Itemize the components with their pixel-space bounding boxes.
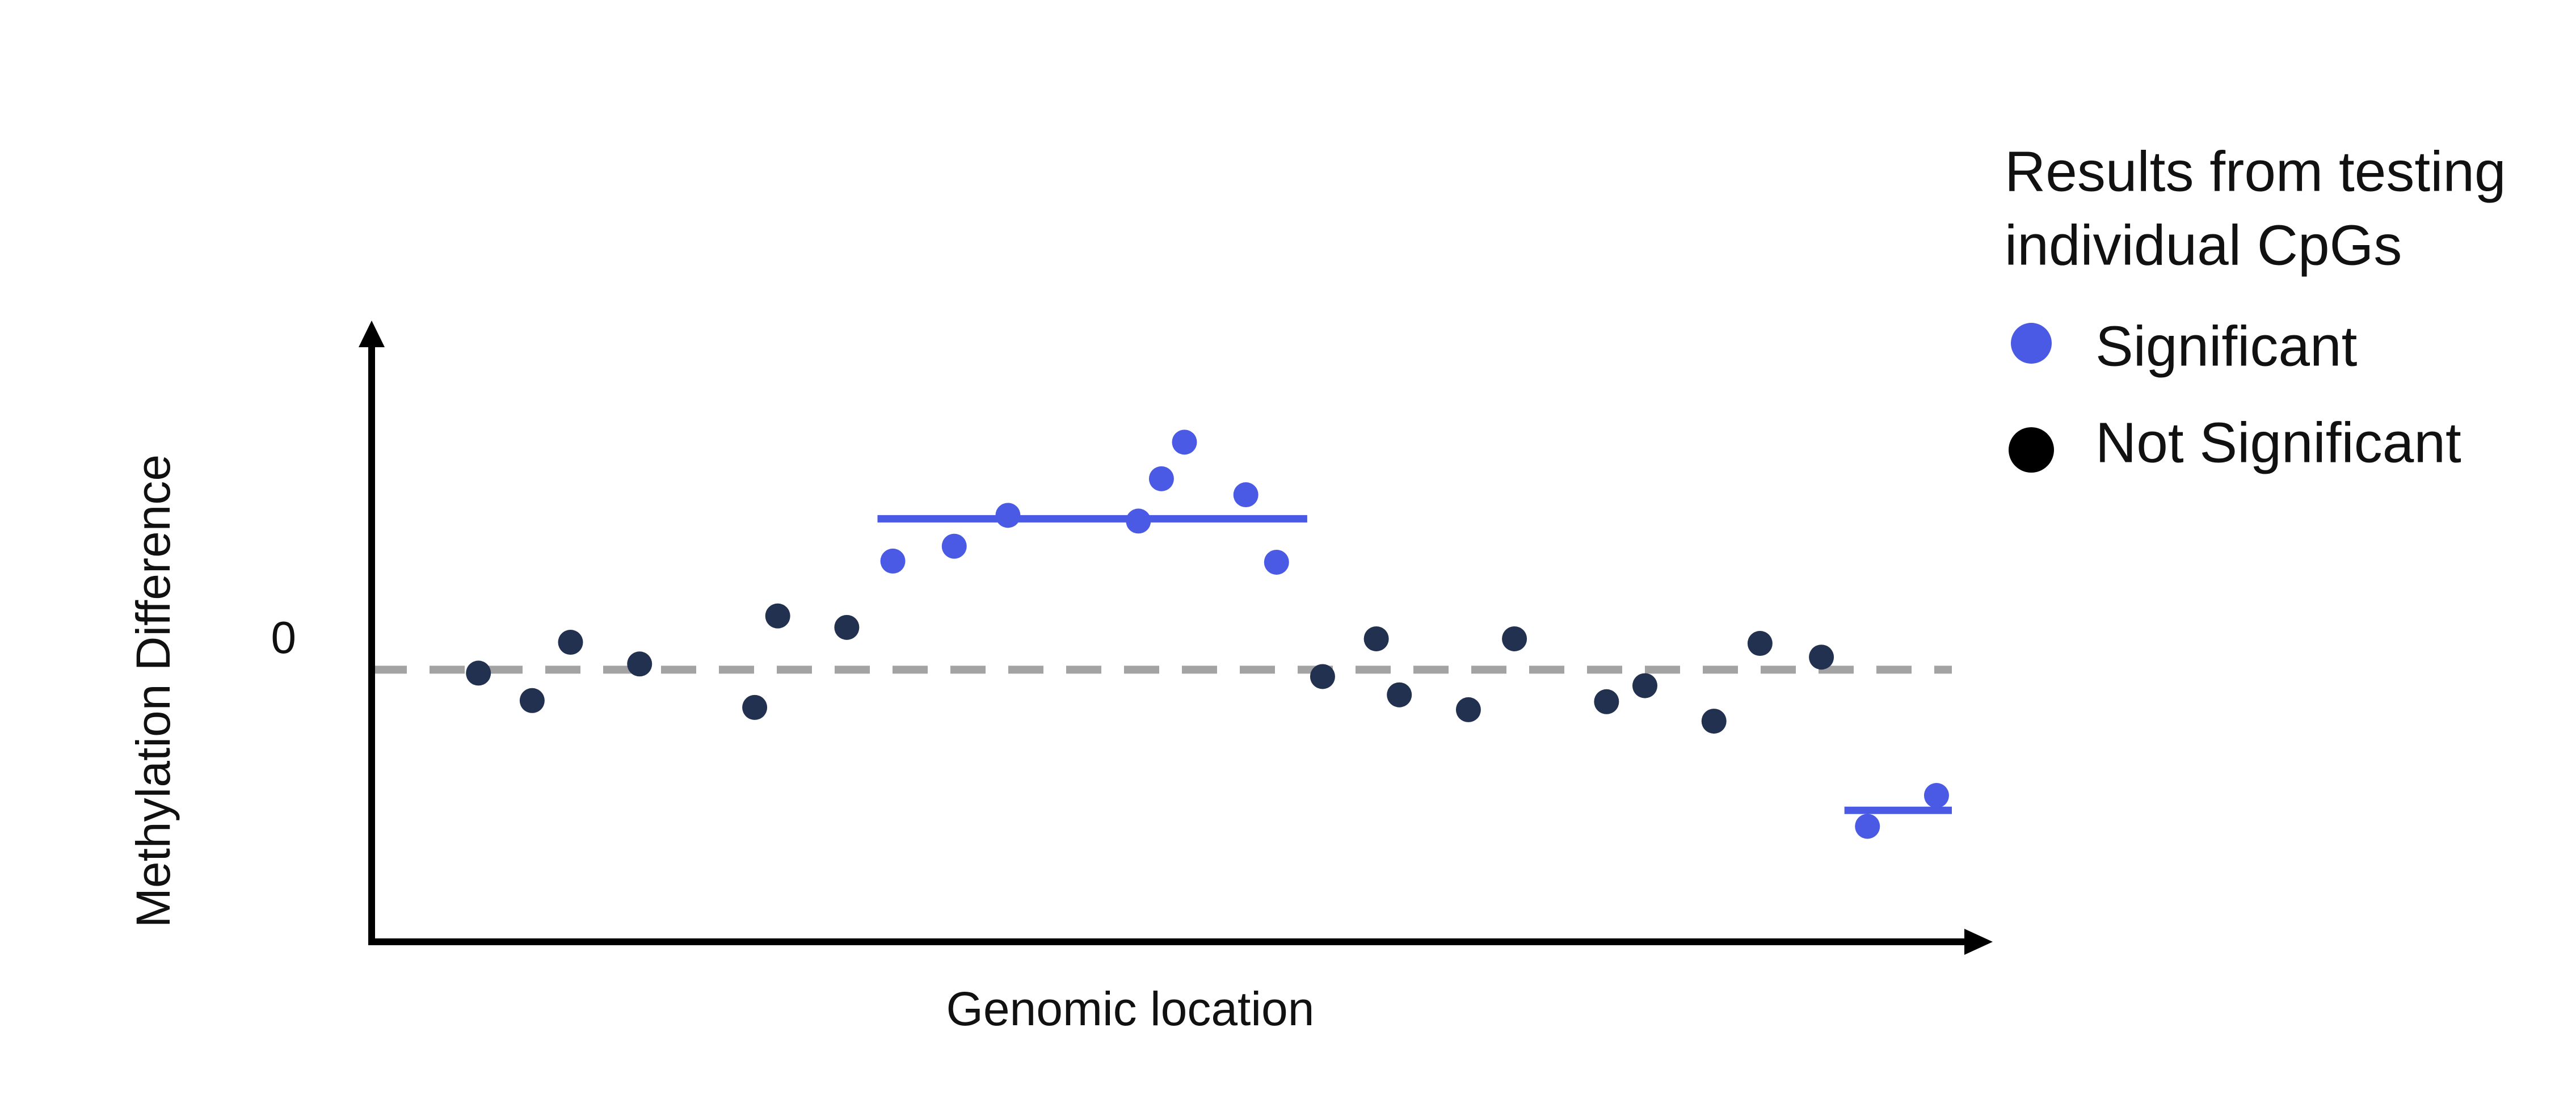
axes xyxy=(359,321,1993,955)
not-significant-point-9 xyxy=(1363,626,1389,651)
significant-point-4 xyxy=(1126,508,1151,534)
significant-point-9 xyxy=(1855,814,1880,839)
not-significant-point-6 xyxy=(765,603,790,629)
not-significant-point-17 xyxy=(1809,645,1834,670)
legend-significant-marker xyxy=(2011,323,2052,364)
significant-point-3 xyxy=(995,503,1021,528)
not-significant-point-3 xyxy=(558,630,583,655)
not-significant-point-15 xyxy=(1701,709,1727,734)
y-axis-arrowhead xyxy=(359,321,385,347)
legend-significant-label: Significant xyxy=(2095,314,2358,378)
legend-not-significant-label: Not Significant xyxy=(2095,411,2461,474)
x-axis-label: Genomic location xyxy=(946,982,1315,1035)
not-significant-point-7 xyxy=(834,614,860,640)
not-significant-point-4 xyxy=(627,651,653,677)
significant-region-segments xyxy=(877,515,1952,814)
legend-title-line-1: Results from testing xyxy=(2005,140,2506,203)
y-axis-label: Methylation Difference xyxy=(127,454,180,928)
not-significant-point-8 xyxy=(1310,664,1335,689)
not-significant-point-12 xyxy=(1502,626,1527,651)
y-tick-zero: 0 xyxy=(271,612,297,663)
significant-point-5 xyxy=(1148,466,1174,491)
legend-not-significant-marker xyxy=(2009,427,2054,473)
significant-point-10 xyxy=(1923,783,1949,808)
not-significant-point-13 xyxy=(1594,689,1619,714)
data-points xyxy=(466,429,1949,839)
significant-point-1 xyxy=(880,548,906,574)
significant-point-2 xyxy=(941,533,967,559)
not-significant-point-11 xyxy=(1455,697,1481,722)
significant-point-6 xyxy=(1172,429,1197,455)
significant-point-8 xyxy=(1264,549,1289,575)
not-significant-point-10 xyxy=(1387,682,1412,707)
not-significant-point-2 xyxy=(519,688,545,713)
legend-title-line-2: individual CpGs xyxy=(2005,213,2402,277)
not-significant-point-16 xyxy=(1747,631,1773,656)
legend: Results from testing individual CpGs Sig… xyxy=(2005,140,2506,474)
not-significant-point-1 xyxy=(466,660,491,686)
x-axis-arrowhead xyxy=(1964,929,1993,955)
not-significant-point-5 xyxy=(742,694,768,720)
not-significant-point-14 xyxy=(1632,673,1657,698)
significant-point-7 xyxy=(1233,482,1258,508)
